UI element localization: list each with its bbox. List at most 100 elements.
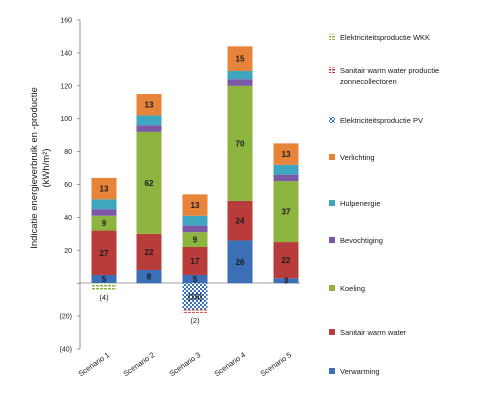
bar-segment (227, 70, 253, 80)
bar-segment (136, 125, 162, 132)
category-label: Scenario 4 (213, 350, 248, 378)
legend-swatch (329, 237, 335, 243)
y-tick-label: 40 (64, 215, 72, 222)
data-label: 13 (145, 101, 154, 110)
data-label: 37 (282, 208, 291, 217)
y-tick-label: 120 (60, 83, 72, 90)
bar-segment (91, 230, 117, 275)
y-tick-label: (40) (60, 347, 72, 354)
y-axis-ticks: (40) (20) 20 40 60 80 100 120 140 160 (60, 18, 80, 354)
bars (91, 46, 299, 313)
bar-segment (273, 143, 299, 165)
bar-segment (91, 209, 117, 216)
bar-segment (227, 85, 253, 201)
data-label-negative: (16) (188, 292, 203, 301)
legend-item: Koeling (329, 284, 365, 293)
y-tick-label: 160 (60, 18, 72, 25)
bar-segment (136, 94, 162, 116)
legend-item: Hulpenergie (329, 199, 380, 208)
legend-label: Sanitair warm water productie (340, 66, 439, 75)
legend-label: Koeling (340, 284, 365, 293)
legend-swatch (329, 329, 335, 335)
legend-swatch (329, 117, 335, 123)
legend-item: Sanitair warm water (329, 328, 407, 337)
data-label: 13 (191, 201, 200, 210)
legend-item: Elektriciteitsproductie WKK (329, 33, 430, 42)
legend-swatch (329, 368, 335, 374)
bar-segment (91, 274, 117, 284)
bar-segment (227, 200, 253, 241)
data-label: 13 (282, 150, 291, 159)
legend-swatch (329, 67, 335, 73)
data-label: 70 (236, 139, 245, 148)
data-label: 62 (145, 179, 154, 188)
bar-segment (182, 215, 208, 226)
data-label: 9 (193, 236, 198, 245)
data-label: 22 (282, 256, 291, 265)
bar-segment (273, 242, 299, 279)
legend-swatch (329, 154, 335, 160)
category-label: Scenario 3 (168, 350, 203, 378)
data-label: 15 (236, 55, 245, 64)
bar-segment (273, 174, 299, 182)
data-labels: 5 27 9 13 8 22 62 13 5 17 9 13 26 24 70 15 3 22 37 13 (4) (16… (99, 55, 291, 325)
bar-segment (182, 309, 208, 313)
bar-segment (136, 270, 162, 284)
legend-item: Verlichting (329, 153, 375, 162)
legend-swatch (329, 285, 335, 291)
data-label: 22 (145, 248, 154, 257)
bar-segment (182, 274, 208, 284)
y-axis-title: Indicatie energieverbruik en -productie … (29, 87, 52, 249)
bar-segment (136, 131, 162, 234)
data-label: 3 (284, 277, 289, 286)
y-axis-title-line2: (kWh/m²) (41, 148, 52, 187)
data-label-negative: (2) (190, 316, 200, 325)
y-tick-label: 100 (60, 116, 72, 123)
bar-segment (91, 215, 117, 231)
bar-segment (182, 232, 208, 248)
data-label: 5 (102, 275, 107, 284)
bar-segment (227, 46, 253, 71)
bar-segment (273, 181, 299, 243)
data-label: 9 (102, 219, 107, 228)
data-label: 13 (100, 185, 109, 194)
category-labels: Scenario 1 Scenario 2 Scenario 3 Scenario 4… (77, 350, 294, 378)
bar-segment (227, 240, 253, 284)
y-tick-label: 140 (60, 50, 72, 57)
data-label: 26 (236, 258, 245, 267)
bar-segment (182, 283, 208, 310)
legend-item: Verwarming (329, 367, 380, 376)
legend-label: Elektriciteitsproductie WKK (340, 33, 430, 42)
category-label: Scenario 2 (122, 350, 157, 378)
legend-label: Verlichting (340, 153, 375, 162)
bar-segment (91, 283, 117, 290)
data-label: 8 (147, 273, 152, 282)
legend-item: Bevochtiging (329, 236, 383, 245)
data-label: 5 (193, 275, 198, 284)
bar-segment (182, 247, 208, 275)
legend-item: Sanitair warm water productie zonnecollec… (329, 66, 439, 86)
bar-segment (273, 164, 299, 175)
legend-swatch (329, 34, 335, 40)
bar-segment (136, 233, 162, 271)
y-tick-label: 20 (64, 248, 72, 255)
bar-segment (227, 79, 253, 86)
legend: Elektriciteitsproductie WKK Sanitair warm… (329, 33, 439, 376)
data-label: 24 (236, 217, 245, 226)
legend-item: Elektriciteitsproductie PV (329, 116, 423, 125)
bar-segment (182, 194, 208, 216)
category-label: Scenario 5 (259, 350, 294, 378)
legend-label: Hulpenergie (340, 199, 380, 208)
bar-segment (273, 278, 299, 284)
legend-swatch (329, 200, 335, 206)
bar-segment (91, 199, 117, 210)
bar-segment (136, 115, 162, 126)
bar-segment (182, 225, 208, 233)
data-label-negative: (4) (99, 293, 109, 302)
y-tick-label: 80 (64, 149, 72, 156)
y-axis-title-line1: Indicatie energieverbruik en -productie (29, 87, 40, 249)
legend-label: Bevochtiging (340, 236, 383, 245)
legend-label: Elektriciteitsproductie PV (340, 116, 423, 125)
data-label: 17 (191, 257, 200, 266)
